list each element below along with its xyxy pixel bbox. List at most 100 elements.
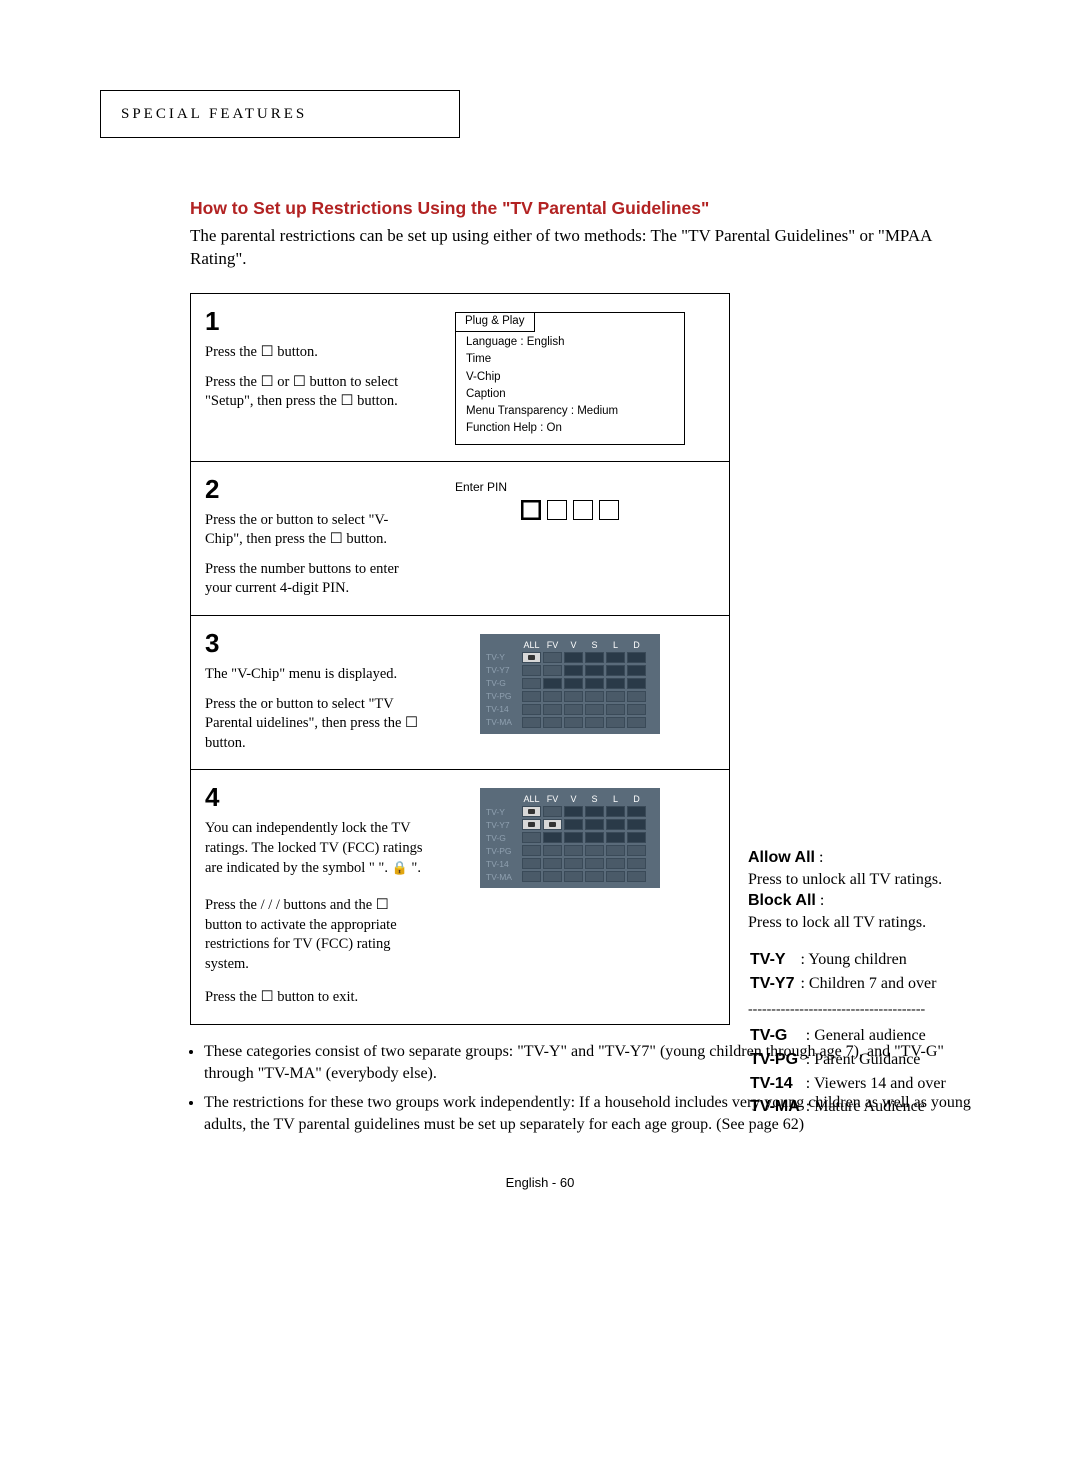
allow-all-label: Allow All <box>748 849 815 866</box>
grid-cell <box>543 652 562 663</box>
grid-cell <box>627 858 646 869</box>
step-2: 2 Press the or button to select "V-Chip"… <box>191 462 729 616</box>
grid-row-label: TV-14 <box>486 704 520 714</box>
grid-cell <box>627 819 646 830</box>
grid-header-cell: V <box>564 640 583 650</box>
step-text: Press the or button to select "V-Chip", … <box>205 511 425 550</box>
separator-dash: -------------------------------------- <box>748 1001 1058 1020</box>
step-number: 3 <box>205 626 425 661</box>
grid-row-label: TV-Y <box>486 652 520 662</box>
grid-header-cell: L <box>606 640 625 650</box>
grid-row-label: TV-PG <box>486 691 520 701</box>
grid-cell <box>606 832 625 843</box>
grid-cell <box>564 845 583 856</box>
rating-desc: : General audience <box>806 1025 950 1047</box>
grid-row-label: TV-G <box>486 833 520 843</box>
grid-cell <box>585 806 604 817</box>
section-header-box: SPECIAL FEATURES <box>100 90 460 138</box>
step-number: 1 <box>205 304 425 339</box>
rating-row: TV-Y7: Children 7 and over <box>750 973 940 995</box>
grid-cell <box>627 678 646 689</box>
grid-cell <box>522 832 541 843</box>
grid-header-cell: FV <box>543 640 562 650</box>
intro-paragraph: The parental restrictions can be set up … <box>190 225 980 271</box>
grid-cell <box>606 819 625 830</box>
rating-desc: : Viewers 14 and over <box>806 1073 950 1095</box>
grid-cell <box>564 819 583 830</box>
grid-cell <box>585 678 604 689</box>
grid-cell <box>627 832 646 843</box>
grid-cell <box>522 717 541 728</box>
grid-cell <box>585 845 604 856</box>
osd-rating-grid-locked: ALLFVVSLDTV-YTV-Y7TV-GTV-PGTV-14TV-MA <box>480 788 660 888</box>
grid-cell <box>627 845 646 856</box>
grid-cell <box>627 871 646 882</box>
grid-cell <box>564 806 583 817</box>
step-number: 4 <box>205 780 425 815</box>
menu-item: V-Chip <box>466 369 674 386</box>
grid-cell <box>564 652 583 663</box>
grid-cell <box>585 819 604 830</box>
step-3: 3 The "V-Chip" menu is displayed. Press … <box>191 616 729 770</box>
grid-cell <box>606 652 625 663</box>
grid-cell <box>627 704 646 715</box>
rating-row: TV-Y: Young children <box>750 949 940 971</box>
grid-cell <box>564 691 583 702</box>
lock-icon: 🔒 <box>392 859 408 877</box>
grid-cell <box>585 717 604 728</box>
grid-cell <box>585 871 604 882</box>
grid-cell <box>543 845 562 856</box>
rating-desc: : Children 7 and over <box>800 973 940 995</box>
menu-item: Time <box>466 351 674 368</box>
rating-row: TV-PG: Parent Guidance <box>750 1049 950 1071</box>
grid-cell <box>627 691 646 702</box>
grid-cell <box>606 678 625 689</box>
grid-cell <box>564 717 583 728</box>
grid-row-label: TV-14 <box>486 859 520 869</box>
grid-row-label: TV-MA <box>486 872 520 882</box>
step-text: The "V-Chip" menu is displayed. <box>205 665 425 685</box>
grid-row-label: TV-Y7 <box>486 820 520 830</box>
grid-header-cell: L <box>606 794 625 804</box>
grid-row-label: TV-MA <box>486 717 520 727</box>
step-text: Press the number buttons to enter your c… <box>205 560 425 599</box>
grid-cell <box>564 704 583 715</box>
grid-cell <box>543 819 562 830</box>
grid-cell <box>564 665 583 676</box>
grid-cell <box>543 678 562 689</box>
grid-header-cell: S <box>585 794 604 804</box>
grid-cell <box>543 806 562 817</box>
step-1: 1 Press the ☐ button. Press the ☐ or ☐ b… <box>191 294 729 462</box>
step-text: Press the / / / buttons and the ☐ button… <box>205 896 425 974</box>
grid-cell <box>585 704 604 715</box>
step-text: Press the or button to select "TV Parent… <box>205 695 425 754</box>
grid-cell <box>585 665 604 676</box>
step-text: Press the ☐ button. <box>205 343 425 363</box>
grid-row-label: TV-Y7 <box>486 665 520 675</box>
pin-digit-box <box>599 500 619 520</box>
grid-cell <box>522 806 541 817</box>
grid-header-cell: D <box>627 640 646 650</box>
grid-header-cell: ALL <box>522 794 541 804</box>
rating-code: TV-G <box>750 1025 804 1047</box>
menu-item: Language : English <box>466 334 674 351</box>
grid-cell <box>522 652 541 663</box>
grid-cell <box>606 845 625 856</box>
grid-cell <box>606 858 625 869</box>
grid-cell <box>564 871 583 882</box>
grid-header-cell: V <box>564 794 583 804</box>
grid-cell <box>543 871 562 882</box>
ratings-table-2: TV-G: General audienceTV-PG: Parent Guid… <box>748 1023 952 1119</box>
page-footer: English - 60 <box>60 1175 1020 1190</box>
grid-cell <box>522 858 541 869</box>
grid-row-label: TV-Y <box>486 807 520 817</box>
pin-label: Enter PIN <box>455 480 685 494</box>
grid-cell <box>543 704 562 715</box>
grid-header-cell: D <box>627 794 646 804</box>
osd-menu-setup: Plug & Play Language : EnglishTimeV-Chip… <box>455 312 685 445</box>
osd-enter-pin: Enter PIN <box>455 480 685 520</box>
rating-code: TV-Y7 <box>750 973 798 995</box>
grid-cell <box>543 717 562 728</box>
grid-cell <box>585 652 604 663</box>
rating-code: TV-Y <box>750 949 798 971</box>
